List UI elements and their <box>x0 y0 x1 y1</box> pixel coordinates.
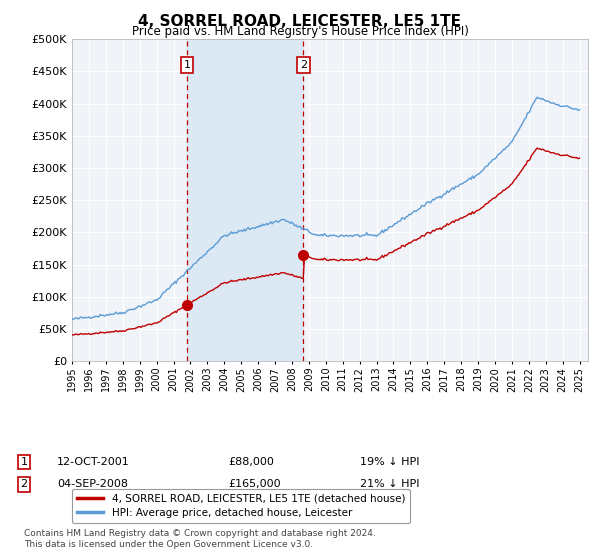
HPI: Average price, detached house, Leicester: (2.02e+03, 4.1e+05): Average price, detached house, Leicester… <box>533 94 541 101</box>
Text: 1: 1 <box>20 457 28 467</box>
HPI: Average price, detached house, Leicester: (2.01e+03, 1.97e+05): Average price, detached house, Leicester… <box>376 231 383 237</box>
Text: Price paid vs. HM Land Registry's House Price Index (HPI): Price paid vs. HM Land Registry's House … <box>131 25 469 38</box>
HPI: Average price, detached house, Leicester: (2.02e+03, 3.91e+05): Average price, detached house, Leicester… <box>576 106 583 113</box>
4, SORREL ROAD, LEICESTER, LE5 1TE (detached house) <box>164 312 172 319</box>
Text: 4, SORREL ROAD, LEICESTER, LE5 1TE: 4, SORREL ROAD, LEICESTER, LE5 1TE <box>139 14 461 29</box>
4, SORREL ROAD, LEICESTER, LE5 1TE (detached house) <box>387 249 394 256</box>
Text: 1: 1 <box>184 60 190 70</box>
Line: HPI: Average price, detached house, Leicester: HPI: Average price, detached house, Leic… <box>72 97 580 319</box>
Text: Contains HM Land Registry data © Crown copyright and database right 2024.
This d: Contains HM Land Registry data © Crown c… <box>24 529 376 549</box>
Legend: 4, SORREL ROAD, LEICESTER, LE5 1TE (detached house), HPI: Average price, detache: 4, SORREL ROAD, LEICESTER, LE5 1TE (deta… <box>72 489 410 524</box>
Text: £165,000: £165,000 <box>228 479 281 489</box>
Line: 4, SORREL ROAD, LEICESTER, LE5 1TE (detached house): 4, SORREL ROAD, LEICESTER, LE5 1TE (deta… <box>72 148 580 335</box>
Text: 21% ↓ HPI: 21% ↓ HPI <box>360 479 419 489</box>
HPI: Average price, detached house, Leicester: (2.01e+03, 1.96e+05): Average price, detached house, Leicester… <box>359 232 366 239</box>
4, SORREL ROAD, LEICESTER, LE5 1TE (detached house) <box>515 171 523 178</box>
Bar <box>187 39 303 361</box>
Text: £88,000: £88,000 <box>228 457 274 467</box>
4, SORREL ROAD, LEICESTER, LE5 1TE (detached house) <box>359 256 366 263</box>
HPI: Average price, detached house, Leicester: (2e+03, 6.51e+04): Average price, detached house, Leicester… <box>70 316 77 323</box>
HPI: Average price, detached house, Leicester: (2e+03, 6.76e+04): Average price, detached house, Leicester… <box>84 314 91 321</box>
4, SORREL ROAD, LEICESTER, LE5 1TE (detached house) <box>376 255 383 262</box>
HPI: Average price, detached house, Leicester: (2.02e+03, 3.59e+05): Average price, detached house, Leicester… <box>515 127 523 133</box>
4, SORREL ROAD, LEICESTER, LE5 1TE (detached house) <box>84 330 91 337</box>
Text: 19% ↓ HPI: 19% ↓ HPI <box>360 457 419 467</box>
HPI: Average price, detached house, Leicester: (2.01e+03, 2.09e+05): Average price, detached house, Leicester… <box>387 223 394 230</box>
Text: 2: 2 <box>300 60 307 70</box>
4, SORREL ROAD, LEICESTER, LE5 1TE (detached house) <box>70 332 77 338</box>
HPI: Average price, detached house, Leicester: (2e+03, 6.56e+04): Average price, detached house, Leicester… <box>68 316 76 323</box>
4, SORREL ROAD, LEICESTER, LE5 1TE (detached house) <box>576 155 583 161</box>
Text: 12-OCT-2001: 12-OCT-2001 <box>57 457 130 467</box>
4, SORREL ROAD, LEICESTER, LE5 1TE (detached house) <box>533 144 541 151</box>
Text: 2: 2 <box>20 479 28 489</box>
HPI: Average price, detached house, Leicester: (2e+03, 1.12e+05): Average price, detached house, Leicester… <box>164 286 172 292</box>
Text: 04-SEP-2008: 04-SEP-2008 <box>57 479 128 489</box>
4, SORREL ROAD, LEICESTER, LE5 1TE (detached house) <box>68 332 76 338</box>
